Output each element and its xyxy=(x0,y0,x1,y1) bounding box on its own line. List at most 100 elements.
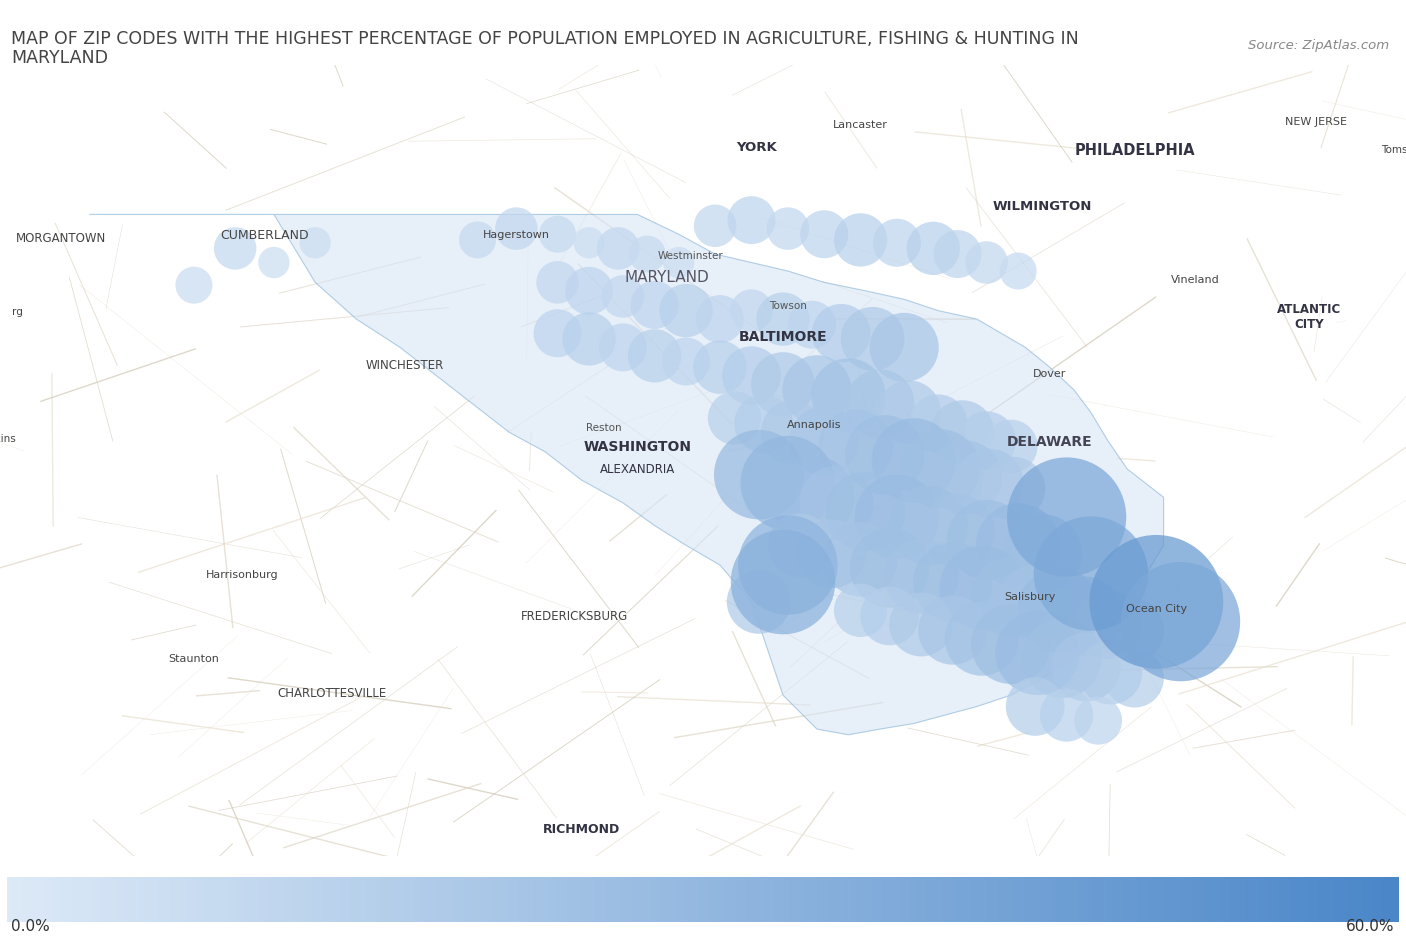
Text: PHILADELPHIA: PHILADELPHIA xyxy=(1074,143,1195,158)
Point xyxy=(869,397,891,412)
Point xyxy=(830,327,852,342)
Text: MARYLAND: MARYLAND xyxy=(624,270,709,285)
Point xyxy=(976,533,998,548)
Point xyxy=(862,332,884,347)
Point xyxy=(1026,646,1049,661)
Point xyxy=(776,222,799,237)
Point xyxy=(1056,510,1078,525)
Text: YORK: YORK xyxy=(735,141,776,154)
Point xyxy=(578,236,600,251)
Point xyxy=(873,447,896,462)
Point xyxy=(578,332,600,347)
Point xyxy=(675,304,697,319)
Point xyxy=(709,313,731,328)
Point xyxy=(752,417,775,431)
Point xyxy=(644,349,666,364)
Point xyxy=(886,510,908,525)
Text: FREDERICKSBURG: FREDERICKSBURG xyxy=(520,610,628,622)
Point xyxy=(1031,547,1053,562)
Point xyxy=(1050,651,1073,666)
Point xyxy=(942,575,965,590)
Text: BALTIMORE: BALTIMORE xyxy=(738,329,827,344)
Text: Lancaster: Lancaster xyxy=(834,120,889,130)
Point xyxy=(1170,615,1192,630)
Point xyxy=(927,417,949,431)
Point xyxy=(748,594,770,609)
Point xyxy=(845,439,868,454)
Point xyxy=(772,377,794,392)
Text: Hagerstown: Hagerstown xyxy=(482,230,550,240)
Point xyxy=(898,405,921,420)
Point xyxy=(1000,589,1022,604)
Point xyxy=(263,256,285,271)
Point xyxy=(704,219,727,234)
Point xyxy=(505,222,527,237)
Point xyxy=(825,496,848,511)
Point xyxy=(855,505,877,519)
Point xyxy=(304,236,326,251)
Point xyxy=(976,256,998,271)
Point xyxy=(893,341,915,356)
Point xyxy=(813,433,835,448)
Point xyxy=(1080,566,1102,581)
Text: Staunton: Staunton xyxy=(169,653,219,664)
Text: CHARLOTTESVILLE: CHARLOTTESVILLE xyxy=(277,686,387,699)
Text: Source: ZipAtlas.com: Source: ZipAtlas.com xyxy=(1249,39,1389,52)
Point xyxy=(748,468,770,483)
Point xyxy=(886,236,908,251)
Point xyxy=(801,318,824,333)
Point xyxy=(612,341,634,356)
Point xyxy=(1121,623,1143,638)
Point xyxy=(709,360,731,375)
Point xyxy=(1074,660,1097,675)
Point xyxy=(776,476,799,491)
Point xyxy=(1056,708,1078,723)
Text: 0.0%: 0.0% xyxy=(11,918,51,933)
Point xyxy=(1097,618,1119,633)
Point xyxy=(1144,594,1167,609)
Point xyxy=(903,453,925,468)
Point xyxy=(772,313,794,328)
Point xyxy=(636,247,658,262)
Point xyxy=(849,603,872,618)
Point xyxy=(910,569,932,584)
Text: Ocean City: Ocean City xyxy=(1126,603,1187,613)
Point xyxy=(740,213,762,228)
Point xyxy=(1123,671,1146,686)
Text: Vineland: Vineland xyxy=(1171,275,1219,285)
Text: Towson: Towson xyxy=(769,300,807,311)
Text: ALEXANDRIA: ALEXANDRIA xyxy=(600,463,675,475)
Text: MORGANTOWN: MORGANTOWN xyxy=(15,231,105,244)
Text: Salisbury: Salisbury xyxy=(1004,592,1056,602)
Text: Annapolis: Annapolis xyxy=(787,419,842,430)
Point xyxy=(837,388,859,403)
Point xyxy=(917,519,939,534)
Point xyxy=(740,369,762,384)
Point xyxy=(922,241,945,256)
Point xyxy=(942,623,965,638)
Point xyxy=(668,256,690,271)
Point xyxy=(467,233,489,248)
Text: rg: rg xyxy=(11,306,22,316)
Point xyxy=(970,580,993,595)
Point xyxy=(1024,699,1046,714)
Text: NEW JERSE: NEW JERSE xyxy=(1285,117,1347,127)
Point xyxy=(813,227,835,242)
Text: MARYLAND: MARYLAND xyxy=(11,49,108,66)
Point xyxy=(1047,603,1070,618)
Point xyxy=(644,299,666,314)
Point xyxy=(772,575,794,590)
Point xyxy=(879,561,901,576)
Text: Dover: Dover xyxy=(1033,369,1066,378)
Text: Elkins: Elkins xyxy=(0,433,15,444)
Text: MAP OF ZIP CODES WITH THE HIGHEST PERCENTAGE OF POPULATION EMPLOYED IN AGRICULTU: MAP OF ZIP CODES WITH THE HIGHEST PERCEN… xyxy=(11,30,1078,48)
Point xyxy=(183,278,205,293)
Text: RICHMOND: RICHMOND xyxy=(543,822,620,835)
Point xyxy=(740,304,762,319)
Point xyxy=(723,411,745,426)
Point xyxy=(224,241,246,256)
Text: WASHINGTON: WASHINGTON xyxy=(583,440,692,454)
Text: Westminster: Westminster xyxy=(658,251,724,261)
Point xyxy=(612,289,634,304)
Point xyxy=(789,538,811,553)
